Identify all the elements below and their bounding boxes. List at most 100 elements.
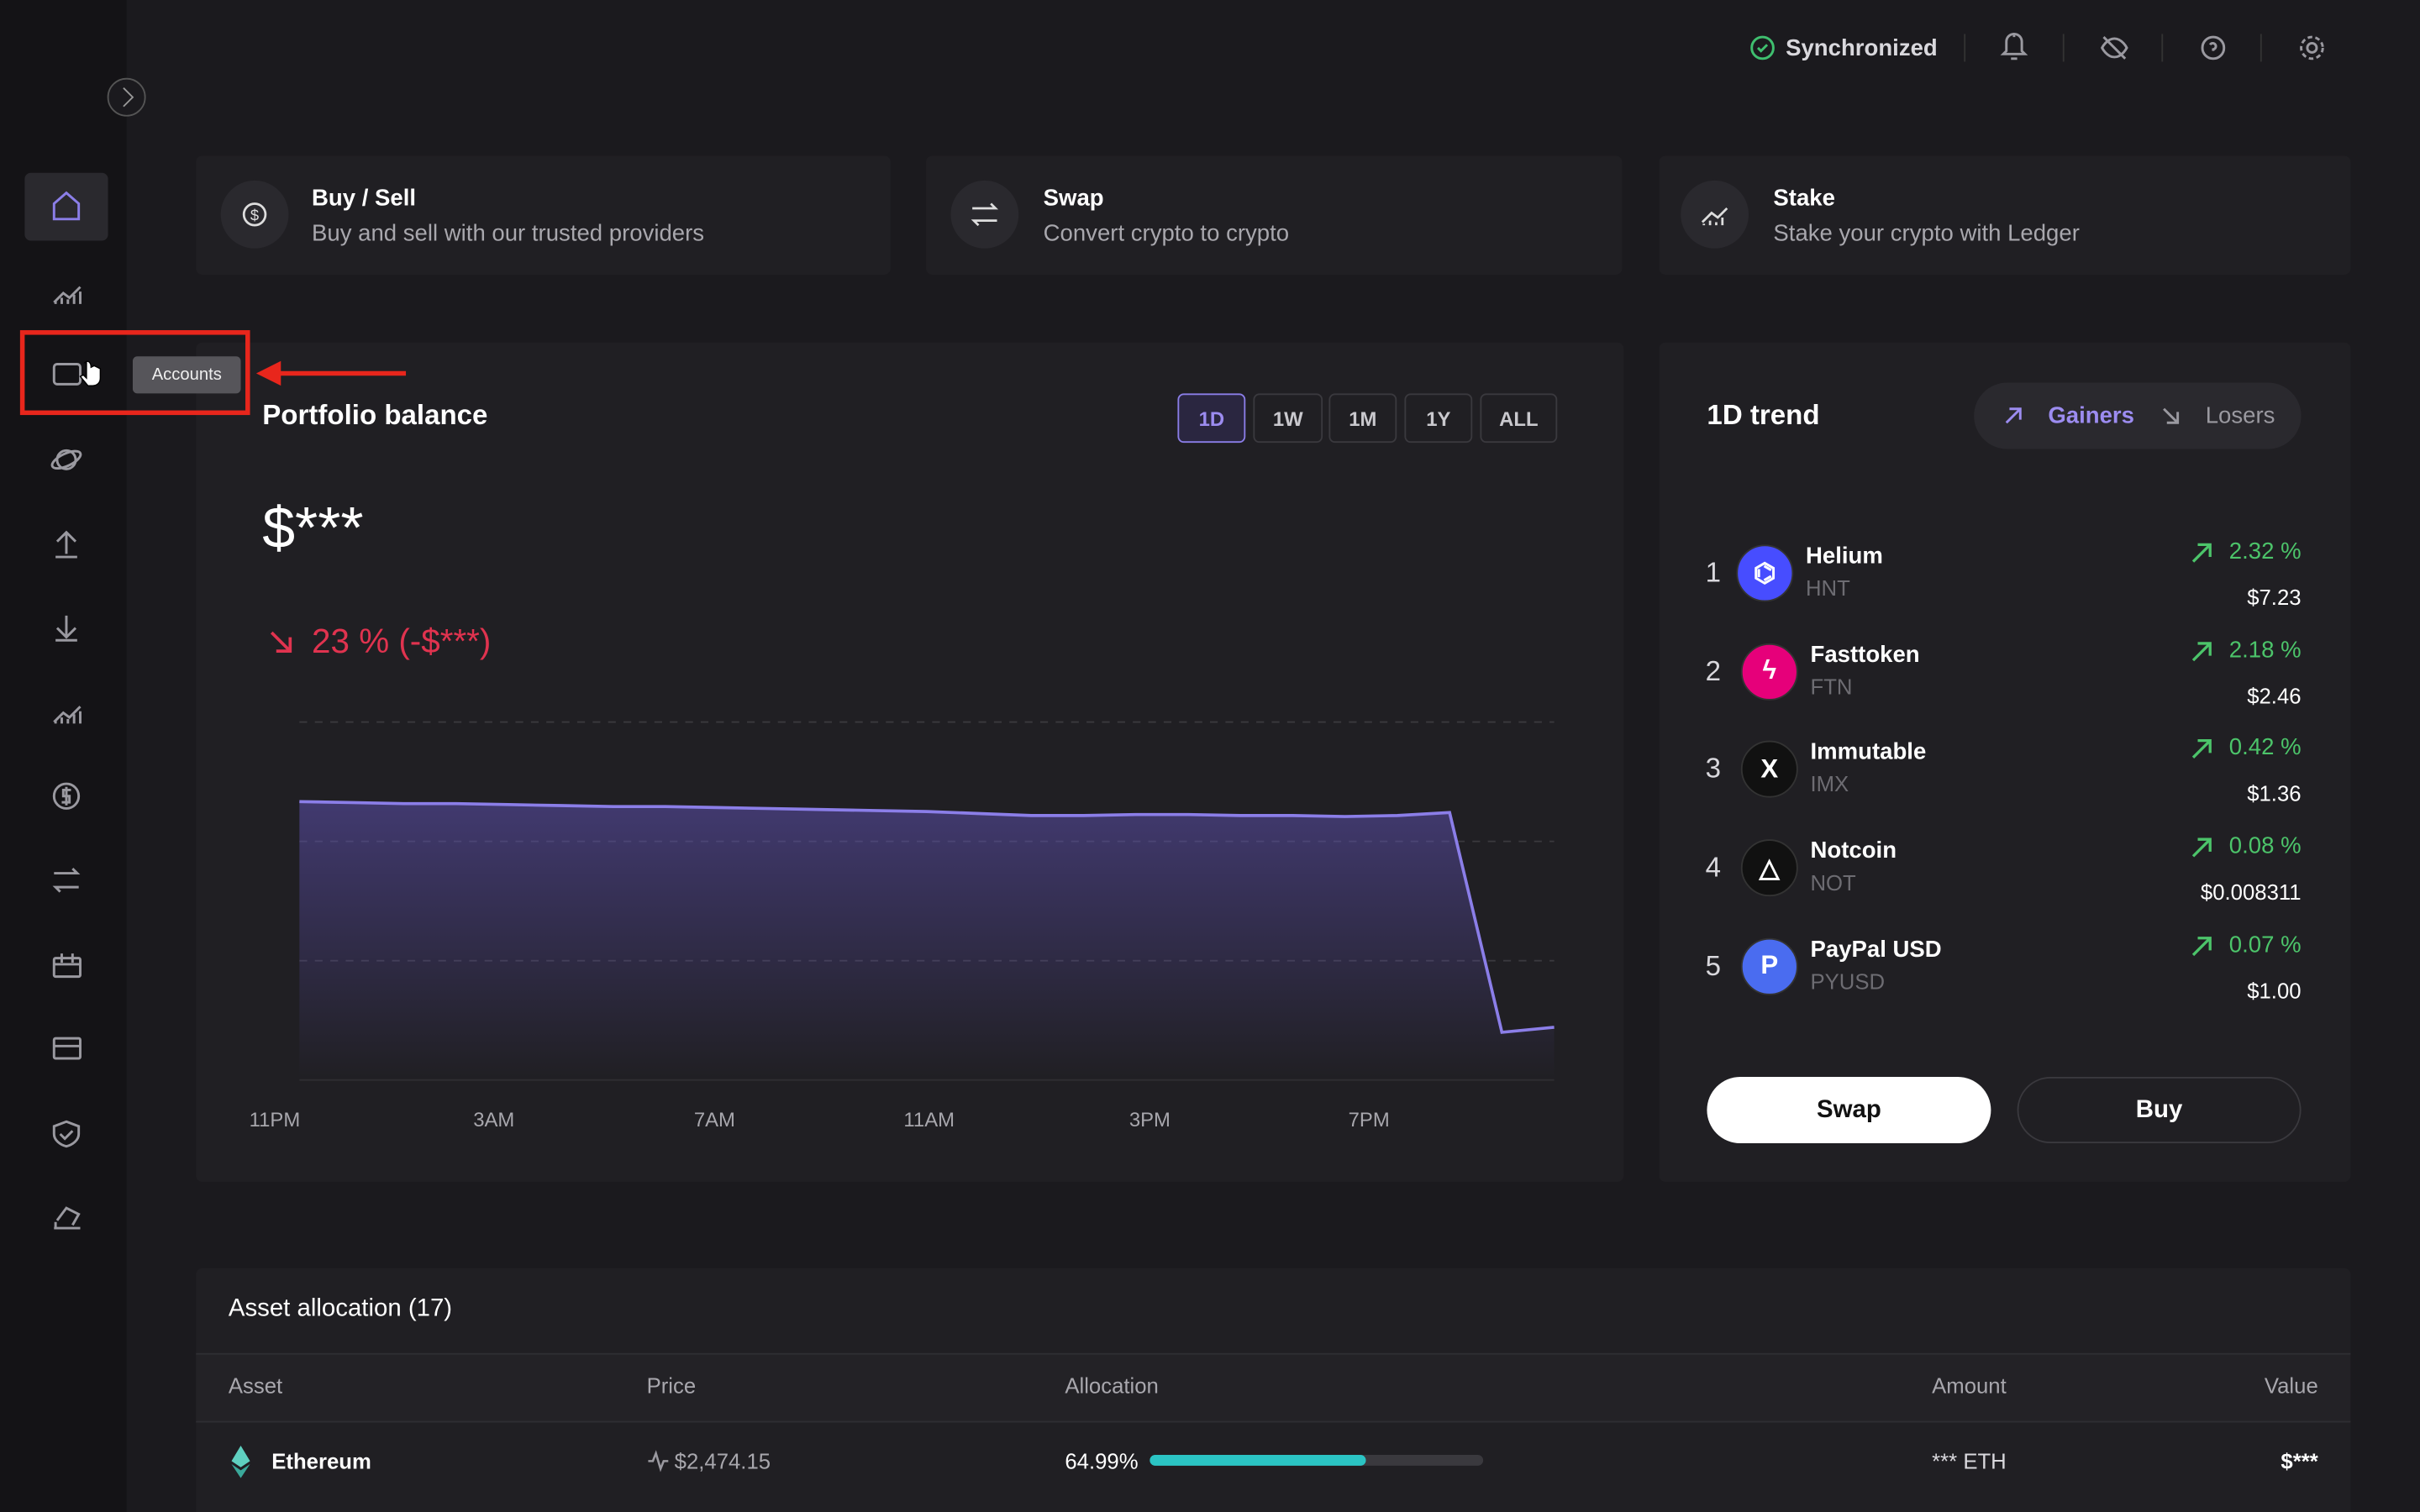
buy-button[interactable]: Buy: [2017, 1077, 2302, 1144]
asset-name: Ethereum: [271, 1448, 371, 1474]
asset-price: $2,474.15: [674, 1448, 771, 1474]
action-subtitle: Convert crypto to crypto: [1043, 220, 1290, 247]
x-tick-label: 11AM: [903, 1109, 955, 1131]
action-icons: $: [220, 180, 1749, 249]
allocation-label: 64.99%: [1065, 1448, 1139, 1474]
area: [299, 801, 1555, 1080]
x-tick-label: 3AM: [473, 1109, 514, 1131]
up-arrow-icon: [2191, 543, 2212, 563]
up-arrow-icon: [2191, 936, 2212, 956]
allocation-track: [1150, 1455, 1484, 1466]
svg-text:$: $: [250, 207, 259, 224]
arrow: [2191, 641, 2212, 661]
trend-title: 1D trend: [1707, 399, 1820, 431]
action-card[interactable]: [196, 155, 891, 275]
asset-amount: *** ETH: [1932, 1448, 2007, 1474]
col-header: Value: [2264, 1373, 2318, 1399]
col-header: Price: [646, 1373, 697, 1399]
line: [299, 800, 1555, 1034]
table-header: [196, 1352, 2351, 1423]
action-card[interactable]: [1659, 155, 2351, 275]
coin-name: Immutable: [1810, 739, 1927, 766]
up-arrow-icon: [2191, 837, 2212, 858]
coin-ticker: HNT: [1805, 575, 1850, 601]
balance-chart: 11PM 3AM 7AM 11AM 3PM 7PM: [250, 721, 1555, 1131]
sidebar: [0, 0, 127, 1512]
annotations: [79, 360, 407, 386]
coin-icon: X: [1740, 741, 1798, 799]
coin-price: $1.00: [2247, 978, 2302, 1003]
trend-toggle: [1974, 382, 2302, 449]
collapse[interactable]: [107, 77, 146, 117]
action-subtitle: Stake your crypto with Ledger: [1773, 220, 2080, 247]
nav-active[interactable]: [24, 172, 108, 241]
coin-name: Notcoin: [1810, 837, 1897, 864]
highlight-box: [19, 330, 250, 416]
allocation-bar: [1150, 1455, 1367, 1466]
col-header: Amount: [1932, 1373, 2007, 1399]
coin-change: 2.32 %: [2228, 538, 2302, 565]
action-title: Buy / Sell: [312, 185, 417, 212]
up-arrow-icon: [2191, 641, 2212, 661]
coin-price: $1.36: [2247, 781, 2302, 806]
range-button[interactable]: 1W: [1253, 393, 1323, 444]
range-button[interactable]: 1Y: [1404, 393, 1473, 444]
arrow: [2191, 837, 2212, 858]
balance-change: 23 % (-$***): [312, 622, 492, 661]
coin-name: PayPal USD: [1810, 936, 1942, 963]
coin-name: Fasttoken: [1810, 641, 1920, 668]
rank: 2: [1705, 655, 1721, 686]
x-tick-label: 3PM: [1129, 1109, 1171, 1131]
x-tick-label: 7PM: [1349, 1109, 1390, 1131]
coin-change: 0.07 %: [2228, 932, 2302, 958]
action-title: Stake: [1773, 185, 1835, 212]
action-card[interactable]: [926, 155, 1623, 275]
coin-icon: △: [1740, 839, 1798, 897]
coin-price: $0.008311: [2200, 879, 2302, 905]
coin-price: $2.46: [2247, 683, 2302, 708]
x-tick-label: 11PM: [250, 1109, 301, 1131]
sync-status: Synchronized: [1786, 35, 1938, 62]
coin-icon: ⌬: [1736, 544, 1794, 602]
range-button[interactable]: 1D: [1177, 393, 1246, 444]
coin-ticker: FTN: [1810, 674, 1853, 699]
row-icons: [231, 1446, 669, 1478]
coin-ticker: NOT: [1810, 870, 1856, 895]
arrow: [2191, 739, 2212, 759]
portfolio-title: Portfolio balance: [262, 399, 488, 431]
rank: 3: [1705, 753, 1721, 785]
tooltip: Accounts: [132, 356, 241, 394]
coin-icon: ϟ: [1740, 643, 1798, 701]
swap-button[interactable]: Swap: [1707, 1077, 1991, 1144]
rank: 5: [1705, 950, 1721, 981]
up-arrow-icon: [2191, 739, 2212, 759]
coin-icon: P: [1740, 937, 1798, 995]
tab-gainers[interactable]: Gainers: [2048, 402, 2134, 429]
range-button[interactable]: ALL: [1480, 393, 1558, 444]
coin-change: 0.42 %: [2228, 735, 2302, 762]
x-tick-label: 7AM: [694, 1109, 735, 1131]
range-button[interactable]: 1M: [1328, 393, 1397, 444]
action-title: Swap: [1043, 185, 1104, 212]
coin-ticker: PYUSD: [1810, 969, 1886, 994]
coin-ticker: IMX: [1810, 772, 1849, 797]
rank: 1: [1705, 557, 1721, 588]
coin-change: 2.18 %: [2228, 636, 2302, 664]
arrow: [2191, 936, 2212, 956]
col-header: Allocation: [1065, 1373, 1159, 1399]
action-subtitle: Buy and sell with our trusted providers: [312, 220, 705, 247]
arrow: [2191, 543, 2212, 563]
coin-price: $7.23: [2247, 585, 2302, 610]
down-arrow: [270, 631, 292, 653]
balance: $***: [262, 496, 364, 562]
coin-change: 0.08 %: [2228, 833, 2302, 860]
coin-name: Helium: [1805, 543, 1883, 570]
toggle-icons: [2005, 407, 2180, 424]
allocation-title: Asset allocation (17): [228, 1295, 453, 1323]
col-header: Asset: [228, 1373, 283, 1399]
asset-value: $***: [2281, 1448, 2318, 1474]
tab-losers[interactable]: Losers: [2205, 402, 2275, 429]
